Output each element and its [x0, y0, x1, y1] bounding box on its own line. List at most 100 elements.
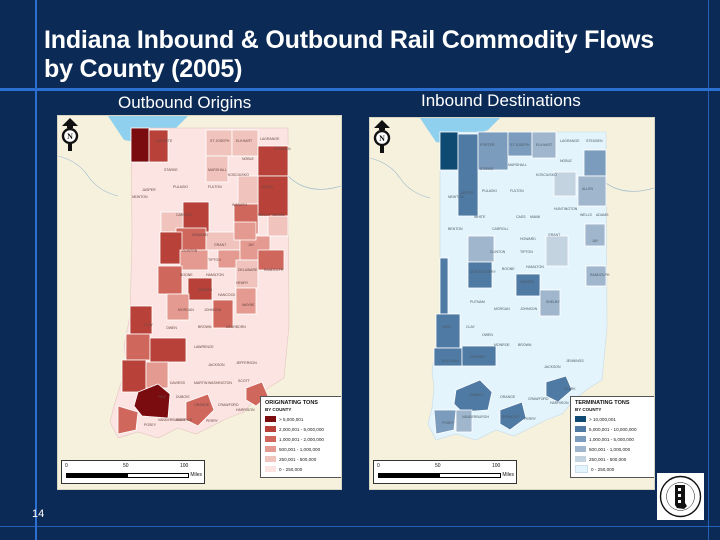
legend-swatch: [265, 426, 276, 432]
svg-text:BENTON: BENTON: [448, 227, 463, 231]
svg-text:VANDERBURGH: VANDERBURGH: [158, 418, 185, 422]
svg-text:ELKHART: ELKHART: [236, 139, 253, 143]
svg-text:HARRISON: HARRISON: [236, 408, 255, 412]
legend-label: > 5,000,001: [279, 416, 304, 422]
svg-text:JEFFERSON: JEFFERSON: [236, 361, 257, 365]
scale-tick: 50: [435, 463, 441, 469]
svg-text:LAGRANGE: LAGRANGE: [560, 139, 580, 143]
svg-text:CRAWFORD: CRAWFORD: [218, 403, 239, 407]
svg-text:JAY: JAY: [592, 239, 599, 243]
legend-swatch: [265, 436, 276, 442]
legend-row: 250,001 - 500,000: [575, 454, 653, 464]
svg-text:HUNTINGTON: HUNTINGTON: [554, 207, 578, 211]
legend-swatch: [265, 456, 276, 462]
legend-swatch: [265, 446, 276, 452]
page-number: 14: [32, 508, 45, 520]
svg-text:GREENE: GREENE: [470, 355, 485, 359]
legend-row: 500,001 - 1,000,000: [575, 444, 653, 454]
svg-text:FULTON: FULTON: [510, 189, 524, 193]
guide-line-horizontal-bottom: [0, 526, 720, 527]
svg-text:N: N: [379, 134, 385, 143]
guide-line-vertical-right: [708, 0, 709, 540]
legend-swatch: [575, 436, 586, 442]
svg-text:JACKSON: JACKSON: [544, 365, 561, 369]
svg-text:STEUBEN: STEUBEN: [274, 147, 291, 151]
scale-tick: 100: [180, 463, 189, 469]
svg-text:HOWARD: HOWARD: [520, 237, 536, 241]
svg-text:MARION: MARION: [520, 280, 534, 284]
legend-label: 5,000,001 - 10,000,000: [589, 426, 637, 432]
svg-text:ADAMS: ADAMS: [272, 213, 285, 217]
inbound-legend: TERMINATING TONS BY COUNTY > 10,000,001 …: [570, 396, 654, 478]
svg-text:WAYNE: WAYNE: [242, 303, 255, 307]
scale-segment-black: [378, 473, 440, 478]
legend-row: 1,000,001 - 5,000,000: [575, 434, 653, 444]
scale-segment-white: [439, 473, 501, 478]
legend-swatch: [575, 465, 588, 473]
scale-segment-black: [66, 473, 128, 478]
svg-text:WASHINGTON: WASHINGTON: [208, 381, 232, 385]
legend-swatch: [575, 456, 586, 462]
legend-label: 2,000,001 - 5,000,000: [279, 426, 324, 432]
legend-swatch: [265, 416, 276, 422]
north-arrow-icon: N: [61, 118, 79, 151]
svg-text:MARSHALL: MARSHALL: [508, 163, 527, 167]
svg-text:WELLS: WELLS: [580, 213, 593, 217]
svg-text:NEWTON: NEWTON: [448, 195, 464, 199]
legend-label: 1,000,001 - 5,000,000: [589, 436, 634, 442]
svg-text:PUTNAM: PUTNAM: [470, 300, 485, 304]
inbound-destinations-map: PORTER ST JOSEPH ELKHART LAGRANGE STEUBEN NO…: [369, 117, 655, 490]
svg-text:BROWN: BROWN: [518, 343, 532, 347]
svg-text:ORANGE: ORANGE: [194, 403, 210, 407]
svg-text:ORANGE: ORANGE: [500, 395, 516, 399]
svg-text:RANDOLPH: RANDOLPH: [264, 268, 284, 272]
legend-swatch: [575, 426, 586, 432]
scale-bar: 0 50 100 Miles: [61, 460, 205, 484]
scale-unit: Miles: [190, 472, 202, 478]
svg-text:GRANT: GRANT: [548, 233, 561, 237]
svg-text:JASPER: JASPER: [142, 188, 156, 192]
svg-text:SULLIVAN: SULLIVAN: [442, 359, 459, 363]
scale-segment-white: [127, 473, 189, 478]
legend-subtitle: BY COUNTY: [265, 407, 292, 412]
svg-text:HAMILTON: HAMILTON: [526, 265, 544, 269]
legend-row: 1,000,001 - 2,000,000: [265, 434, 339, 444]
svg-text:PERRY: PERRY: [524, 417, 537, 421]
svg-text:RANDOLPH: RANDOLPH: [590, 273, 610, 277]
svg-text:FULTON: FULTON: [208, 185, 222, 189]
guide-line-horizontal: [0, 88, 720, 91]
svg-text:GRANT: GRANT: [214, 243, 227, 247]
legend-title: TERMINATING TONS: [575, 400, 630, 406]
indot-seal-icon: [659, 475, 702, 518]
scale-tick: 0: [65, 463, 68, 469]
svg-text:HAMILTON: HAMILTON: [206, 273, 224, 277]
legend-label: 500,001 - 1,000,000: [279, 446, 321, 452]
svg-text:HOWARD: HOWARD: [192, 233, 208, 237]
svg-text:VANDERBURGH: VANDERBURGH: [462, 415, 489, 419]
svg-text:LAWRENCE: LAWRENCE: [194, 345, 214, 349]
svg-text:CLARK: CLARK: [564, 387, 576, 391]
legend-row: 0 - 250,000: [265, 464, 339, 474]
svg-text:PORTER: PORTER: [480, 143, 495, 147]
svg-text:OWEN: OWEN: [166, 326, 177, 330]
svg-text:PULASKI: PULASKI: [482, 189, 497, 193]
svg-text:SCOTT: SCOTT: [238, 379, 251, 383]
guide-line-vertical: [35, 0, 37, 540]
svg-text:ALLEN: ALLEN: [262, 185, 274, 189]
svg-text:ST JOSEPH: ST JOSEPH: [510, 143, 530, 147]
svg-text:MIAMI: MIAMI: [530, 215, 540, 219]
legend-swatch: [575, 416, 586, 422]
svg-text:STARKE: STARKE: [480, 167, 494, 171]
svg-text:MONROE: MONROE: [494, 343, 510, 347]
svg-text:PULASKI: PULASKI: [173, 185, 188, 189]
svg-text:STEUBEN: STEUBEN: [586, 139, 603, 143]
svg-text:SPENCER: SPENCER: [502, 415, 519, 419]
svg-text:NEWTON: NEWTON: [132, 195, 148, 199]
legend-title: ORIGINATING TONS: [265, 400, 318, 406]
legend-swatch: [575, 446, 586, 452]
svg-text:ADAMS: ADAMS: [596, 213, 609, 217]
scale-tick: 0: [377, 463, 380, 469]
legend-row: 2,000,001 - 5,000,000: [265, 424, 339, 434]
legend-row: 0 - 250,000: [575, 464, 653, 474]
indiana-inbound-choropleth: PORTER ST JOSEPH ELKHART LAGRANGE STEUBENNO…: [370, 118, 654, 441]
